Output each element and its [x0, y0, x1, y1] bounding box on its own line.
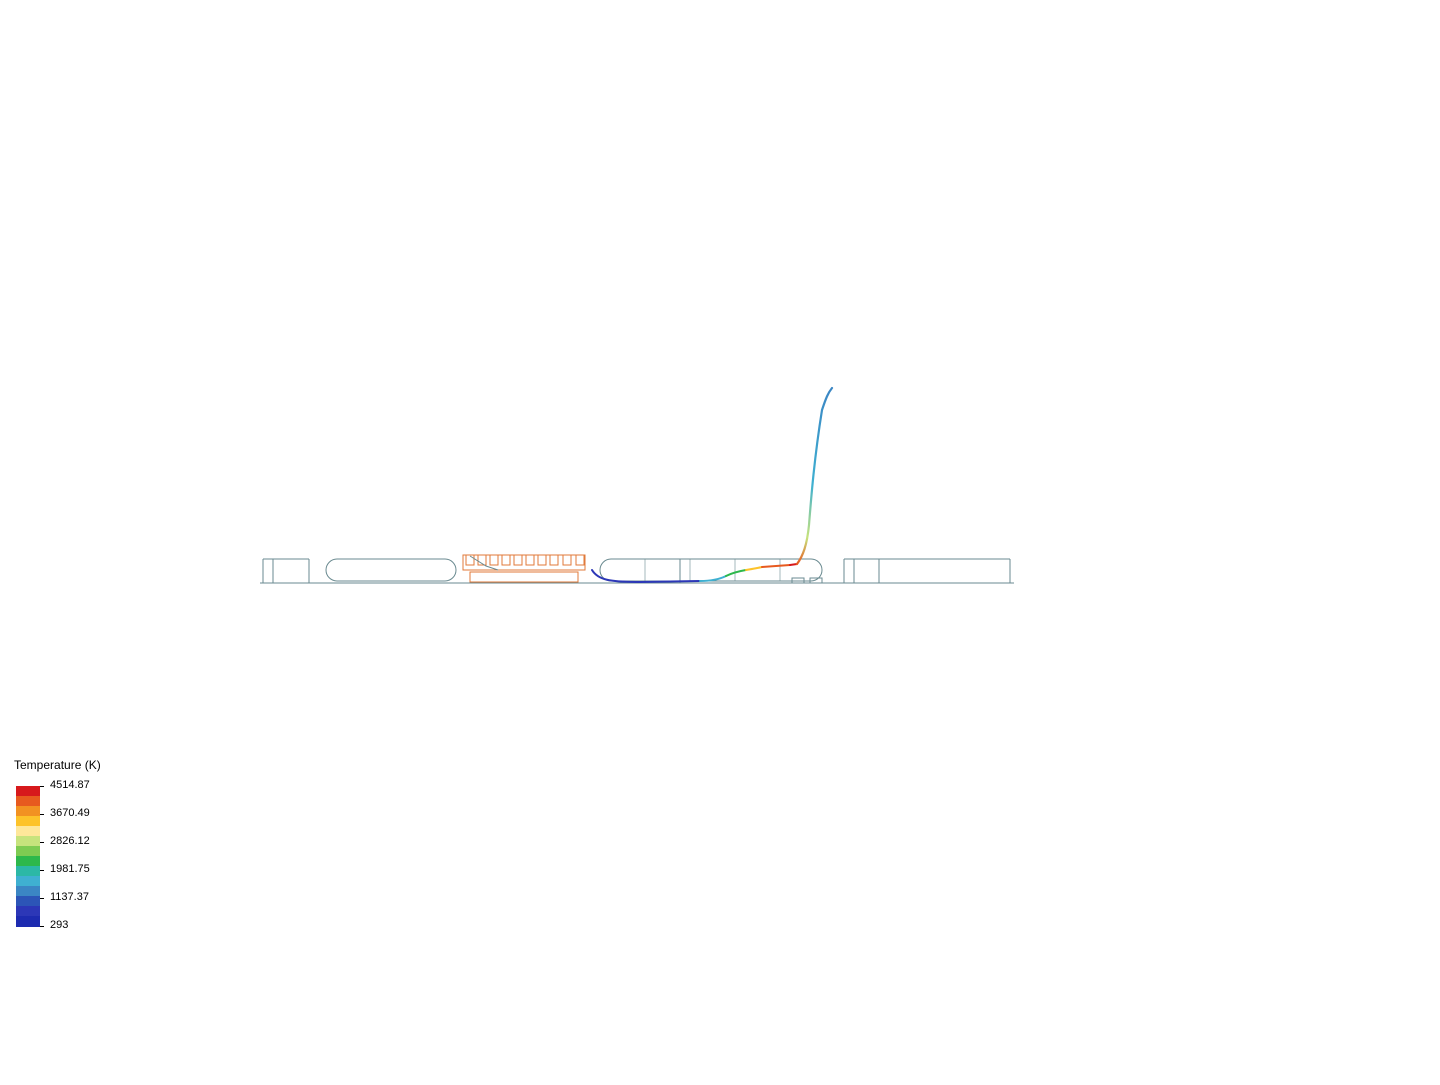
- color-band: [16, 846, 40, 857]
- color-band: [16, 826, 40, 837]
- color-band: [16, 856, 40, 867]
- color-band: [16, 906, 40, 917]
- color-band: [16, 796, 40, 807]
- color-band: [16, 816, 40, 827]
- color-bar: [16, 786, 40, 926]
- tick-mark: [40, 926, 44, 927]
- legend-title: Temperature (K): [14, 758, 101, 772]
- geometry-layer: [260, 559, 1014, 583]
- tick-label: 3670.49: [50, 808, 90, 819]
- simulation-canvas: [0, 0, 1440, 1080]
- tick-mark: [40, 870, 44, 871]
- color-band: [16, 886, 40, 897]
- tick-label: 1137.37: [50, 892, 89, 903]
- color-band: [16, 836, 40, 847]
- tick-label: 4514.87: [50, 780, 90, 791]
- color-band: [16, 786, 40, 797]
- simulation-svg: [0, 0, 1440, 1080]
- tick-label: 1981.75: [50, 864, 90, 875]
- temperature-curves-layer: [470, 388, 832, 582]
- color-band: [16, 866, 40, 877]
- color-band: [16, 916, 40, 927]
- tick-mark: [40, 786, 44, 787]
- tick-mark: [40, 842, 44, 843]
- tick-mark: [40, 814, 44, 815]
- tick-mark: [40, 898, 44, 899]
- color-band: [16, 896, 40, 907]
- tick-label: 293: [50, 920, 68, 931]
- color-band: [16, 876, 40, 887]
- grill-layer: [463, 555, 585, 582]
- tick-label: 2826.12: [50, 836, 90, 847]
- color-band: [16, 806, 40, 817]
